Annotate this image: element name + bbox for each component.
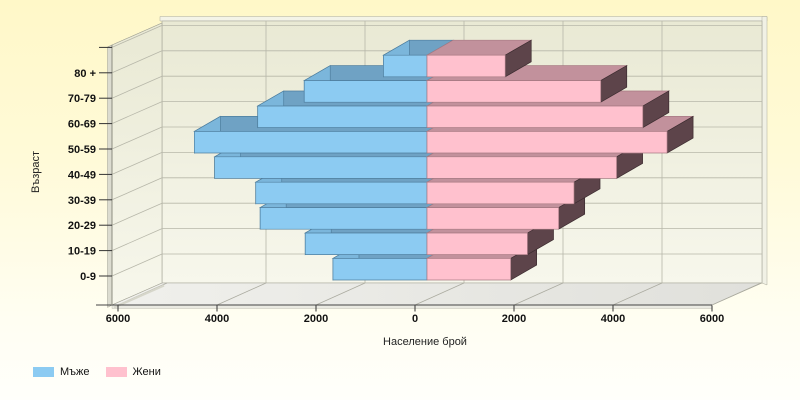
floor bbox=[111, 282, 763, 306]
legend-item-female: Жени bbox=[105, 366, 161, 378]
bar-female-front bbox=[426, 105, 644, 128]
legend-label-female: Жени bbox=[132, 366, 161, 378]
bar-female-front bbox=[426, 131, 668, 154]
bar-female-front bbox=[426, 207, 560, 230]
bar-row-70-79 bbox=[302, 64, 629, 103]
bar-male-front bbox=[214, 156, 428, 179]
y-tick-label: 60-69 bbox=[68, 119, 96, 131]
y-tick-label: 0-9 bbox=[80, 271, 96, 283]
y-axis-title: Възраст bbox=[30, 150, 42, 194]
x-tick-label: 6000 bbox=[106, 313, 130, 325]
bar-male-front bbox=[303, 80, 428, 103]
bars bbox=[193, 39, 695, 281]
bar-male-front bbox=[259, 207, 428, 230]
wall-top-bevel bbox=[159, 16, 768, 22]
y-tick-label: 80 + bbox=[74, 68, 96, 80]
bar-female-front bbox=[426, 232, 528, 255]
x-axis-ticks: 6000 4000 2000 0 2000 4000 6000 bbox=[106, 305, 724, 325]
chart-floor bbox=[111, 282, 763, 309]
y-tick-label: 20-29 bbox=[68, 220, 96, 232]
y-tick-label: 10-19 bbox=[68, 246, 96, 258]
legend-swatch-female-icon bbox=[105, 367, 127, 377]
bar-male-front bbox=[255, 181, 428, 205]
bar-male-front bbox=[332, 258, 428, 281]
bar-male-front bbox=[383, 54, 428, 78]
y-tick-label: 40-49 bbox=[68, 169, 96, 181]
y-axis-ticks: 80 + 70-79 60-69 50-59 40-49 30-39 20-29 10-19 0… bbox=[68, 46, 112, 283]
bar-male-front bbox=[304, 232, 428, 255]
bar-male-front bbox=[257, 105, 428, 128]
x-tick-label: 6000 bbox=[700, 313, 724, 325]
x-tick-label: 4000 bbox=[205, 313, 229, 325]
y-tick-label: 70-79 bbox=[68, 93, 96, 105]
legend-label-male: Мъже bbox=[60, 366, 90, 378]
x-axis-title: Население брой bbox=[383, 336, 467, 348]
bar-female-front bbox=[426, 80, 602, 103]
bar-female-front bbox=[426, 258, 512, 281]
axes bbox=[96, 45, 712, 306]
bar-female-front bbox=[426, 156, 617, 179]
x-tick-label: 2000 bbox=[304, 313, 328, 325]
floor-front-bevel bbox=[111, 304, 713, 309]
y-tick-label: 30-39 bbox=[68, 195, 96, 207]
bar-female-front bbox=[426, 54, 506, 78]
bar-male-front bbox=[194, 131, 428, 154]
legend-swatch-male-icon bbox=[33, 367, 54, 377]
x-tick-label: 2000 bbox=[502, 313, 526, 325]
bar-row-80 + bbox=[382, 39, 533, 78]
x-tick-label: 0 bbox=[412, 313, 418, 325]
legend-item-male: Мъже bbox=[33, 366, 90, 378]
wall-right-bevel bbox=[761, 16, 768, 286]
left-wall bbox=[111, 22, 163, 306]
legend: Мъже Жени bbox=[33, 366, 161, 378]
y-tick-label: 50-59 bbox=[68, 144, 96, 156]
x-tick-label: 4000 bbox=[601, 313, 625, 325]
left-wall-outer-bevel bbox=[107, 44, 113, 308]
bar-female-front bbox=[426, 181, 575, 205]
